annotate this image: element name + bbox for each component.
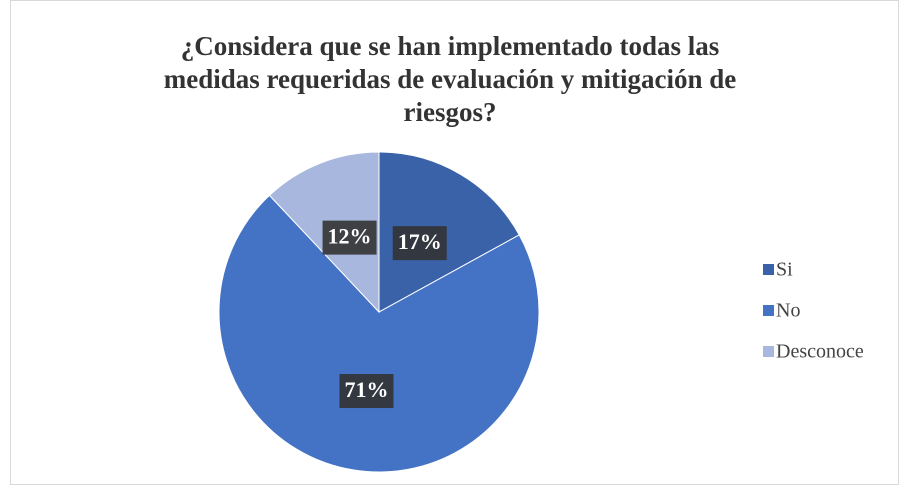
legend-swatch <box>763 305 774 316</box>
pie-slice <box>218 194 540 473</box>
pie-slice <box>378 151 520 313</box>
legend-swatch <box>763 264 774 275</box>
data-label: 12% <box>328 224 372 249</box>
legend-label: Si <box>776 259 793 281</box>
data-label-box <box>322 220 377 255</box>
legend-swatch <box>763 346 774 357</box>
data-label: 71% <box>344 377 388 402</box>
legend-label: Desconoce <box>776 341 864 363</box>
data-label-box <box>392 226 447 261</box>
data-label-box <box>339 374 394 409</box>
legend-label: No <box>776 300 800 322</box>
chart-title: ¿Considera que se han implementado todas… <box>163 31 737 127</box>
data-label: 17% <box>398 229 442 254</box>
